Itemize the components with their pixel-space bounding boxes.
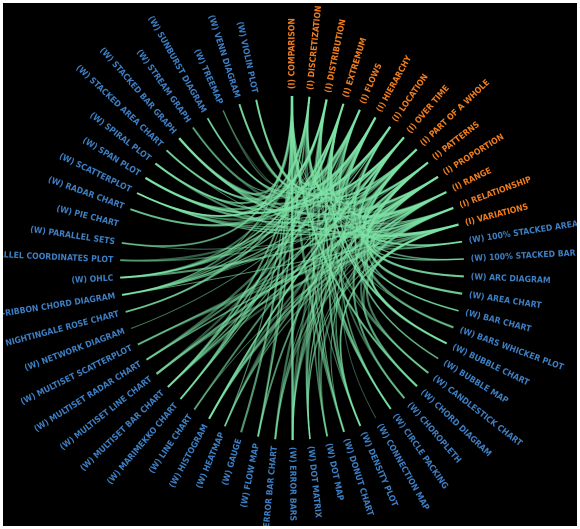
- diagram-panel: (I) COMPARISON (I) DISCRETIZATION (I) DIST…: [3, 3, 577, 526]
- chord-diagram: (I) COMPARISON (I) DISCRETIZATION (I) DIST…: [3, 5, 577, 526]
- node-label: (W) ERROR BAR CHART: [260, 445, 280, 526]
- chord-link: [291, 95, 345, 185]
- node-label: (W) FLOW MAP: [239, 442, 262, 508]
- chord-link: [291, 95, 391, 191]
- chord-link: [330, 191, 447, 433]
- chord-link: [238, 103, 439, 211]
- node-label: (W) PARALLEL COORDINATES PLOT: [3, 249, 114, 266]
- chord-link: [326, 103, 405, 197]
- chord-link: [291, 95, 344, 185]
- node-label: (W) PIE CHART: [55, 204, 120, 230]
- chord-link: [137, 223, 459, 346]
- node-label: (W) DOT MATRIX: [305, 446, 323, 519]
- chord-link: [178, 95, 294, 195]
- chord-link: [146, 148, 418, 361]
- chord-link: [224, 207, 454, 427]
- node-label: (W) PARALLEL SETS: [29, 225, 115, 247]
- chord-link: [130, 117, 377, 227]
- chord-link: [155, 117, 377, 375]
- chord-link: [255, 99, 418, 200]
- chord-link: [274, 117, 377, 440]
- chord-links: [120, 95, 464, 441]
- chord-link: [367, 176, 454, 233]
- chord-link: [366, 176, 447, 344]
- chord-link: [137, 191, 447, 346]
- chord-link: [307, 224, 459, 440]
- node-label: (I) COMPARISON: [288, 18, 298, 89]
- node-labels: (I) COMPARISON (I) DISCRETIZATION (I) DIST…: [3, 5, 577, 526]
- node-label: (W) ARC DIAGRAM: [471, 272, 551, 286]
- node-label: (W) DOT MAP: [323, 442, 345, 502]
- chord-link: [146, 207, 454, 361]
- node-label: (W) 100% STACKED BAR CHART: [471, 247, 577, 264]
- chord-link: [315, 99, 377, 190]
- node-label: (W) OHLC: [71, 273, 114, 285]
- node-label: (I) DISCRETIZATION: [306, 5, 325, 90]
- chord-link: [317, 99, 405, 195]
- node-label: (W) ERROR BARS: [287, 447, 297, 521]
- chord-link: [352, 161, 429, 399]
- chord-link: [362, 162, 439, 220]
- chord-link: [155, 223, 459, 375]
- chord-link: [329, 103, 447, 217]
- chord-link: [193, 207, 454, 410]
- chord-link: [345, 117, 447, 219]
- node-label: (W) BARS WHICKER PLOT: [458, 326, 565, 374]
- chord-link: [330, 103, 459, 235]
- chord-link: [336, 117, 391, 196]
- node-label: (W) AREA CHART: [468, 290, 543, 311]
- chord-link: [291, 95, 454, 224]
- chord-link: [328, 109, 376, 192]
- chord-link: [136, 192, 454, 236]
- chord-link: [137, 207, 454, 346]
- chord-link: [122, 224, 459, 296]
- node-label: (W) GAUGE: [221, 438, 245, 487]
- chord-link: [122, 162, 429, 296]
